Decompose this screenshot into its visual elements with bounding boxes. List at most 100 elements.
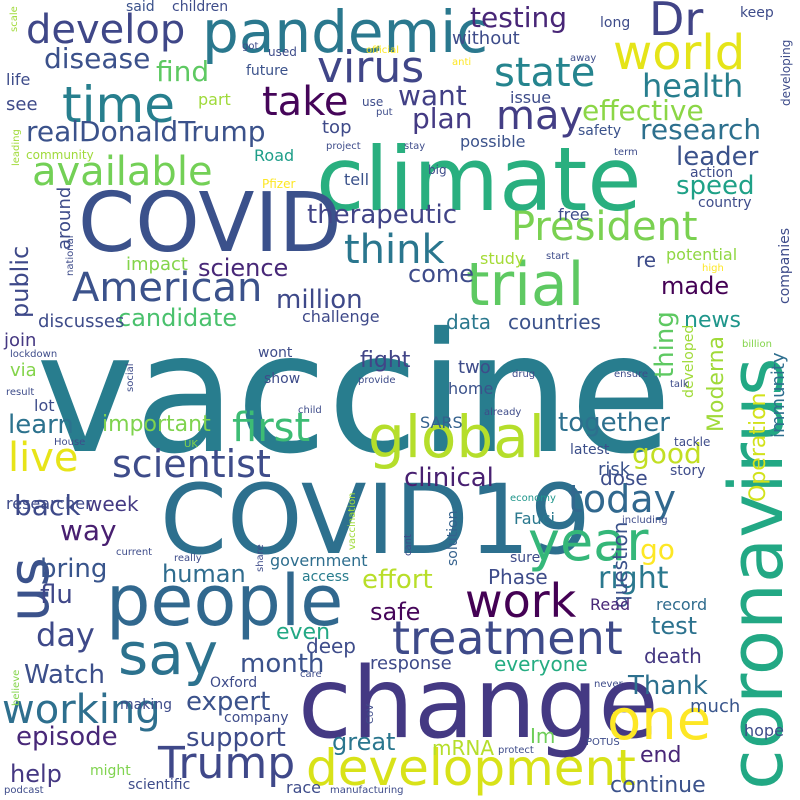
word-watch: Watch xyxy=(24,660,105,690)
word-countries: countries xyxy=(508,310,601,334)
word-effort: effort xyxy=(362,565,433,595)
word-scientific: scientific xyxy=(128,777,191,793)
word-discusses: discusses xyxy=(38,311,125,332)
word-result: result xyxy=(6,387,35,398)
word-long: long xyxy=(600,15,631,31)
word-care: care xyxy=(300,669,322,680)
word-wont: wont xyxy=(258,345,293,361)
word-dose: dose xyxy=(600,466,648,490)
word-pfizer: Pfizer xyxy=(262,177,296,191)
word-good: good xyxy=(632,437,702,470)
word-provide: provide xyxy=(358,375,396,386)
word-official: official xyxy=(366,45,399,56)
word-hope: hope xyxy=(744,721,784,740)
word-put: put xyxy=(376,107,393,118)
word-fight: fight xyxy=(360,348,411,373)
word-making: making xyxy=(120,697,172,713)
word-death: death xyxy=(644,644,702,668)
word-testing: testing xyxy=(470,1,568,34)
word-join: join xyxy=(4,330,37,351)
word-right: right xyxy=(598,561,669,596)
word-one: one xyxy=(607,688,712,753)
word-year: year xyxy=(528,510,649,573)
word-million: million xyxy=(276,285,363,315)
word-treatment: treatment xyxy=(392,611,623,665)
word-development: development xyxy=(306,739,636,797)
word-got: got xyxy=(242,41,259,52)
word-together: together xyxy=(558,408,670,438)
word-big: big xyxy=(428,163,447,177)
word-keep: keep xyxy=(740,5,774,21)
word-realdonaldtrump: realDonaldTrump xyxy=(26,115,266,148)
word-operation: Operation xyxy=(746,392,771,502)
word-safe: safe xyxy=(370,598,421,626)
word-world: world xyxy=(613,25,746,81)
word-life: life xyxy=(6,70,31,89)
word-economy: economy xyxy=(510,493,556,504)
word-potential: potential xyxy=(666,245,738,264)
word-including: including xyxy=(622,515,668,526)
word-candidate: candidate xyxy=(118,304,238,332)
word-leader: leader xyxy=(676,142,759,172)
word-via: via xyxy=(10,360,37,381)
word-might: might xyxy=(90,763,131,779)
word-episode: episode xyxy=(16,722,118,752)
word-use: use xyxy=(362,95,384,109)
word-fauci: Fauci xyxy=(514,509,555,528)
word-study: study xyxy=(480,249,525,268)
word-possible: possible xyxy=(460,132,526,151)
word-thing: thing xyxy=(650,311,680,378)
word-road: Road xyxy=(254,146,295,165)
word-scientist: scientist xyxy=(112,442,271,486)
word-impact: impact xyxy=(126,254,188,275)
word-see: see xyxy=(6,94,38,115)
word-health: health xyxy=(642,67,744,105)
word-share: share xyxy=(255,544,266,572)
word-week: week xyxy=(86,492,139,516)
word-access: access xyxy=(302,569,350,585)
word-uk: UK xyxy=(184,439,198,450)
word-expert: expert xyxy=(186,687,271,717)
word-available: available xyxy=(32,149,213,195)
word-country: country xyxy=(698,195,752,211)
word-risk: risk xyxy=(598,459,631,480)
word-today: today xyxy=(568,477,677,521)
word-part: part xyxy=(198,90,231,109)
word-issue: issue xyxy=(510,88,552,107)
word-anti: anti xyxy=(452,57,472,68)
word-data: data xyxy=(446,310,492,334)
word-thank: Thank xyxy=(628,671,708,701)
word-sars: SARS xyxy=(420,413,463,432)
word-may: may xyxy=(496,93,584,139)
word-important: important xyxy=(102,412,211,437)
word-child: child xyxy=(298,405,322,416)
word-flu: flu xyxy=(40,580,73,610)
word-protect: protect xyxy=(498,745,534,756)
word-used: used xyxy=(268,45,297,59)
word-test: test xyxy=(651,612,698,640)
word-learn: learn xyxy=(8,410,74,440)
word-time: time xyxy=(62,76,175,134)
word-human: human xyxy=(162,560,246,588)
word-never: never xyxy=(594,679,623,690)
word-work: work xyxy=(465,574,577,628)
word-change: change xyxy=(298,647,659,761)
word-current: current xyxy=(116,547,153,558)
word-much: much xyxy=(690,696,741,717)
word-way: way xyxy=(60,514,117,547)
word-live: live xyxy=(8,435,79,481)
word-manufacturing: manufacturing xyxy=(330,785,404,796)
word-cant: cant xyxy=(403,534,414,556)
word-tackle: tackle xyxy=(674,435,711,449)
word-american: American xyxy=(72,265,263,311)
word-vaccination: vaccination xyxy=(347,492,358,550)
word-end: end xyxy=(640,743,682,768)
word-im: Im xyxy=(530,724,556,748)
word-two: two xyxy=(458,357,491,378)
word-moderna: Moderna xyxy=(704,335,729,432)
word-national: national xyxy=(65,235,76,276)
word-trump: Trump xyxy=(158,738,296,789)
word-develop: develop xyxy=(26,7,186,53)
word-disease: disease xyxy=(44,42,151,75)
word-pandemic: pandemic xyxy=(202,0,489,66)
